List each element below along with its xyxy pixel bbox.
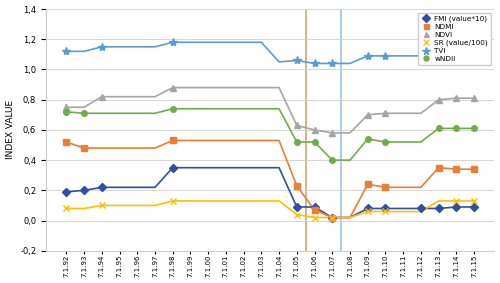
TVI <box>436 45 442 48</box>
NDMI <box>329 216 335 219</box>
TVI <box>312 62 318 65</box>
TVI <box>364 54 370 57</box>
SR (value/100) <box>64 207 70 210</box>
NDMI <box>170 139 175 142</box>
SR (value/100) <box>471 199 477 203</box>
FMI (value*10) <box>99 186 105 189</box>
FMI (value*10) <box>81 189 87 192</box>
NDVI <box>64 106 70 109</box>
FMI (value*10) <box>382 207 388 210</box>
wNDII <box>364 137 370 141</box>
wNDII <box>81 112 87 115</box>
NDVI <box>364 113 370 117</box>
NDVI <box>312 128 318 132</box>
NDVI <box>454 97 460 100</box>
FMI (value*10) <box>64 190 70 194</box>
Line: NDVI: NDVI <box>64 85 477 136</box>
NDMI <box>294 184 300 188</box>
NDVI <box>471 97 477 100</box>
Line: wNDII: wNDII <box>64 106 477 163</box>
SR (value/100) <box>364 210 370 213</box>
SR (value/100) <box>170 199 175 203</box>
FMI (value*10) <box>364 207 370 210</box>
SR (value/100) <box>312 216 318 219</box>
Legend: FMI (value*10), NDMI, NDVI, SR (value/100), TVI, wNDII: FMI (value*10), NDMI, NDVI, SR (value/10… <box>418 13 491 65</box>
wNDII <box>471 127 477 130</box>
SR (value/100) <box>382 210 388 213</box>
TVI <box>64 50 70 53</box>
Line: NDMI: NDMI <box>64 138 477 220</box>
TVI <box>99 45 105 48</box>
FMI (value*10) <box>454 205 460 209</box>
SR (value/100) <box>454 199 460 203</box>
Y-axis label: INDEX VALUE: INDEX VALUE <box>6 100 15 160</box>
TVI <box>454 45 460 48</box>
wNDII <box>454 127 460 130</box>
NDVI <box>99 95 105 98</box>
TVI <box>471 45 477 48</box>
TVI <box>329 62 335 65</box>
NDMI <box>81 146 87 150</box>
FMI (value*10) <box>329 216 335 219</box>
wNDII <box>64 110 70 113</box>
wNDII <box>382 140 388 144</box>
FMI (value*10) <box>312 205 318 209</box>
NDVI <box>294 124 300 127</box>
SR (value/100) <box>329 216 335 219</box>
wNDII <box>329 158 335 162</box>
NDMI <box>364 183 370 186</box>
NDMI <box>454 168 460 171</box>
NDVI <box>170 86 175 89</box>
NDVI <box>436 98 442 101</box>
FMI (value*10) <box>294 205 300 209</box>
NDVI <box>329 131 335 135</box>
TVI <box>382 54 388 57</box>
TVI <box>170 40 175 44</box>
Line: TVI: TVI <box>62 38 478 68</box>
FMI (value*10) <box>471 205 477 209</box>
wNDII <box>170 107 175 110</box>
Line: FMI (value*10): FMI (value*10) <box>64 165 477 220</box>
wNDII <box>294 140 300 144</box>
NDMI <box>312 208 318 212</box>
NDMI <box>436 166 442 170</box>
Line: SR (value/100): SR (value/100) <box>63 198 478 221</box>
NDVI <box>382 112 388 115</box>
NDMI <box>382 186 388 189</box>
FMI (value*10) <box>436 207 442 210</box>
NDMI <box>471 168 477 171</box>
FMI (value*10) <box>170 166 175 170</box>
TVI <box>294 59 300 62</box>
SR (value/100) <box>294 213 300 216</box>
wNDII <box>312 140 318 144</box>
NDMI <box>64 140 70 144</box>
SR (value/100) <box>99 204 105 207</box>
FMI (value*10) <box>418 207 424 210</box>
wNDII <box>436 127 442 130</box>
